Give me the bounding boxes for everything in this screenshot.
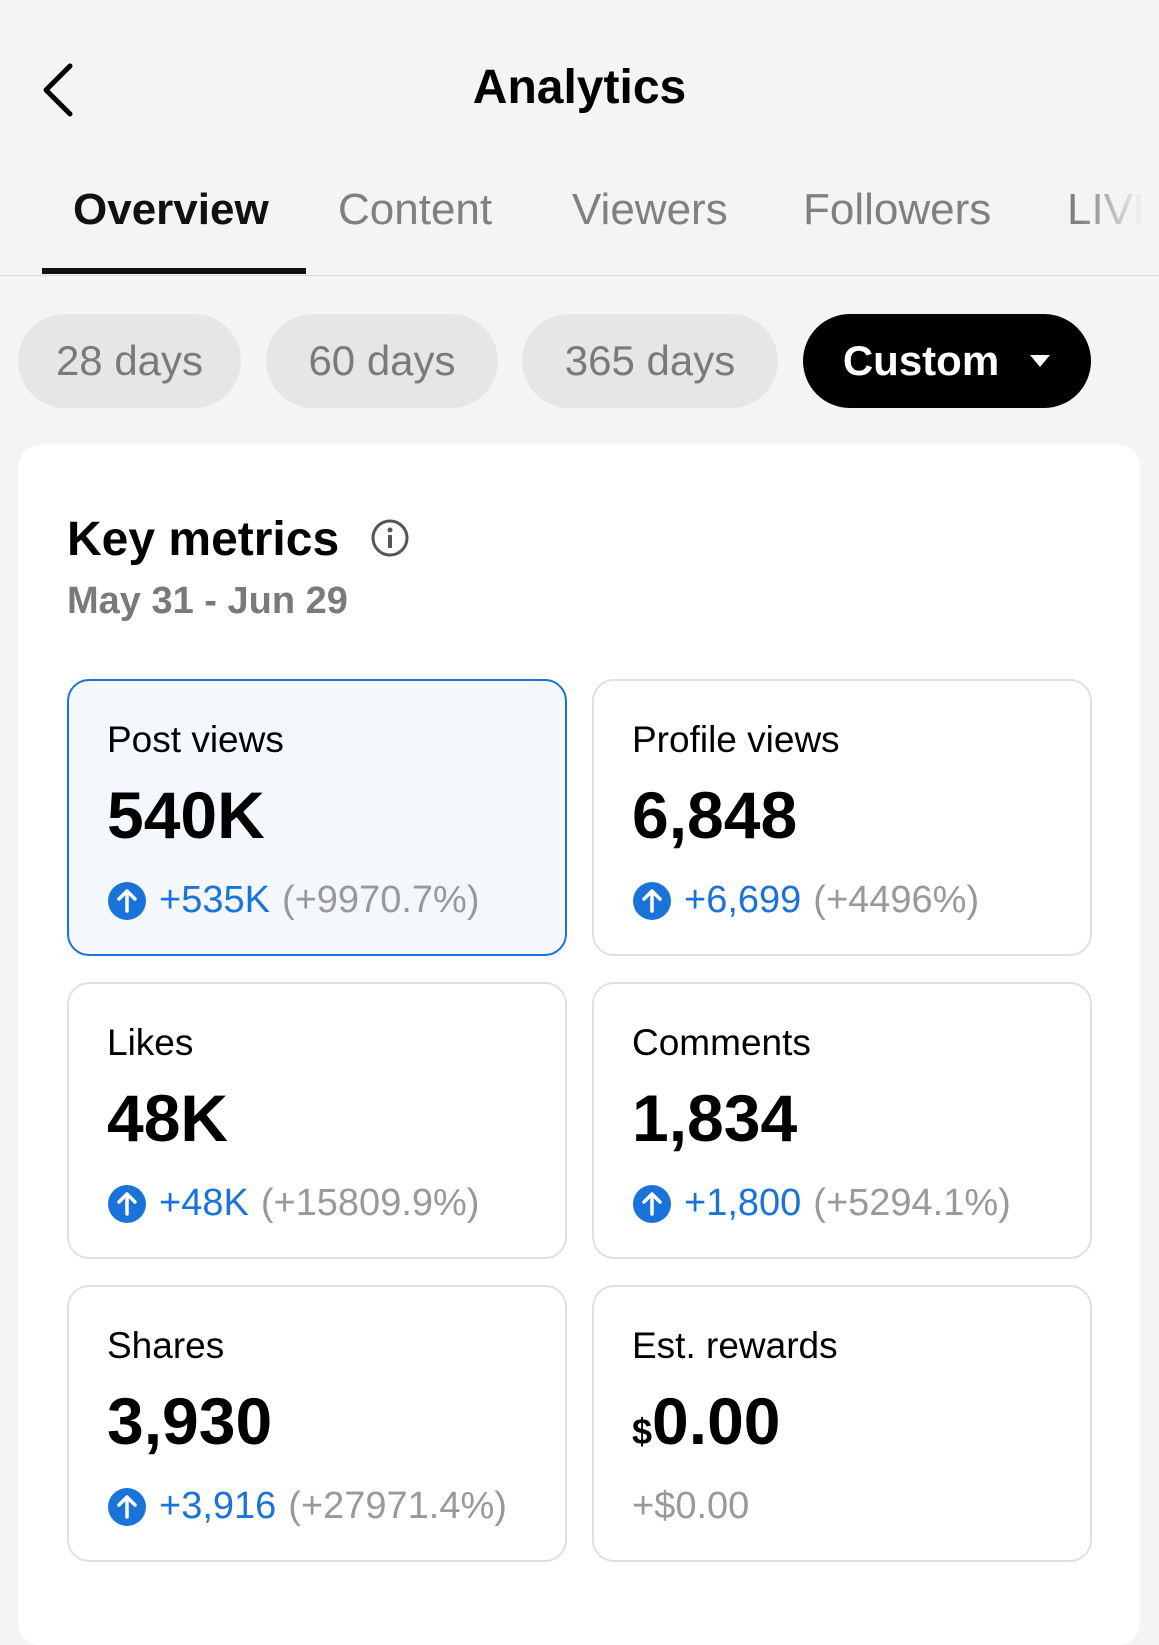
metric-label: Comments [632,1022,811,1063]
percent: (+4496%) [813,879,980,921]
up-icon [108,1184,146,1223]
metric-value: 6,848 [632,777,797,853]
metric-card[interactable]: Profile views 6,848 +6,699 (+4496%) [592,679,1092,956]
tab-indicator [42,268,306,274]
range-pill[interactable]: 28 days [18,314,241,408]
change: +$0.00 [632,1485,750,1527]
up-icon [108,1487,146,1526]
value: 0.00 [652,1384,781,1458]
metric-value: 48K [107,1080,228,1156]
change: +535K [159,879,270,921]
change-row: +3,916 (+27971.4%) [107,1485,507,1528]
change: +3,916 [159,1485,277,1527]
percent: (+9970.7%) [281,879,480,921]
up-icon [633,1184,671,1223]
metric-label: Est. rewards [632,1325,838,1366]
change: +6,699 [684,879,802,921]
page: Analytics Overview Content Viewers Follower… [0,61,1159,1645]
percent: (+15809.9%) [260,1182,480,1224]
change: +1,800 [684,1182,802,1224]
change-row: +1,800 (+5294.1%) [632,1182,1011,1225]
range-label: Custom [842,337,1000,384]
metric-value: 540K [107,777,265,853]
value: 6,848 [632,778,798,852]
back-button[interactable] [40,62,76,118]
metric-value: 1,834 [632,1080,797,1156]
range-pill[interactable]: 60 days [266,314,498,408]
metric-card[interactable]: Shares 3,930 +3,916 (+27971.4%) [67,1285,567,1562]
percent: (+27971.4%) [288,1485,507,1527]
tab-bar: OverviewContentViewersFollowersLIVE [0,185,1159,275]
tab[interactable]: Viewers [572,185,728,234]
value: 1,834 [632,1081,798,1155]
range-label: 365 days [564,337,736,384]
dropdown-arrow [1030,355,1051,367]
range-pill[interactable]: Custom [803,314,1091,408]
info-icon[interactable] [370,518,410,558]
up-icon [633,881,671,920]
scroll-fade [1080,155,1159,273]
value: 48K [107,1081,229,1155]
metric-card[interactable]: Comments 1,834 +1,800 (+5294.1%) [592,982,1092,1259]
currency: $ [632,1411,653,1452]
metric-card[interactable]: Post views 540K +535K (+9970.7%) [67,679,567,956]
range-label: 60 days [308,337,456,384]
metric-card[interactable]: Est. rewards $0.00 +$0.00 [592,1285,1092,1562]
tab[interactable]: Overview [73,185,269,234]
metric-value: $0.00 [632,1383,781,1459]
divider [0,275,1159,276]
metric-label: Post views [107,719,284,760]
up-icon [108,881,146,920]
tab[interactable]: Content [338,185,493,234]
change-row: +6,699 (+4496%) [632,879,979,922]
page-title: Analytics [472,61,687,114]
change-row: +48K (+15809.9%) [107,1182,479,1225]
change-row: +$0.00 [632,1485,749,1528]
metric-value: 3,930 [107,1383,272,1459]
range-label: 28 days [55,337,204,384]
range-pill[interactable]: 365 days [522,314,778,408]
metric-card[interactable]: Likes 48K +48K (+15809.9%) [67,982,567,1259]
section-title: Key metrics [67,513,340,566]
metric-label: Likes [107,1022,194,1063]
value: 540K [107,778,265,852]
metric-label: Shares [107,1325,225,1366]
change-row: +535K (+9970.7%) [107,879,479,922]
value: 3,930 [107,1384,273,1458]
percent: (+5294.1%) [813,1182,1011,1224]
metric-label: Profile views [632,719,840,760]
tab[interactable]: Followers [803,185,992,234]
date-range: May 31 - Jun 29 [67,580,348,622]
change: +48K [159,1182,249,1224]
